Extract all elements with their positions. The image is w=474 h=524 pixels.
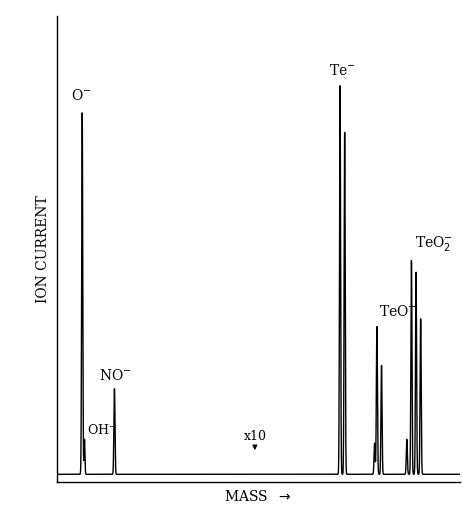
Y-axis label: ION CURRENT: ION CURRENT	[36, 195, 50, 303]
Text: Te$^{-}$: Te$^{-}$	[329, 63, 356, 78]
Text: TeO$^{-}$: TeO$^{-}$	[379, 304, 417, 319]
Text: OH$^{-}$: OH$^{-}$	[87, 423, 117, 438]
Text: NO$^{-}$: NO$^{-}$	[99, 368, 131, 383]
Text: x10: x10	[243, 430, 266, 443]
Text: O$^{-}$: O$^{-}$	[71, 88, 91, 103]
X-axis label: MASS  $\rightarrow$: MASS $\rightarrow$	[225, 489, 292, 504]
Text: TeO$_2^{-}$: TeO$_2^{-}$	[415, 234, 453, 253]
